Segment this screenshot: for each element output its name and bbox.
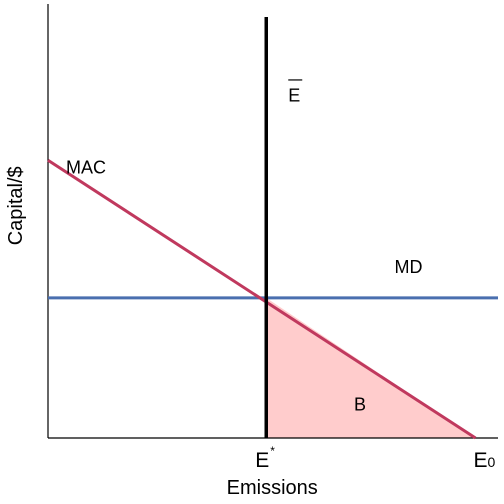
- ebar-label: E: [288, 86, 300, 106]
- region-b-label: B: [354, 395, 366, 415]
- tick-label-e0: E: [474, 449, 488, 472]
- x-tick-e0: E 0: [474, 449, 496, 472]
- x-tick-estar: E *: [255, 444, 275, 472]
- mac-line: [47, 158, 477, 440]
- y-axis-label: Capital/$: [5, 166, 27, 245]
- tick-label-estar: E: [255, 449, 269, 472]
- plot-area: [47, 4, 498, 440]
- md-label: MD: [395, 257, 423, 277]
- x-axis-label: Emissions: [227, 477, 318, 499]
- tick-label-estar-superscript: *: [270, 444, 275, 458]
- mac-label: MAC: [66, 157, 106, 177]
- tick-label-e0-subscript: 0: [488, 454, 496, 470]
